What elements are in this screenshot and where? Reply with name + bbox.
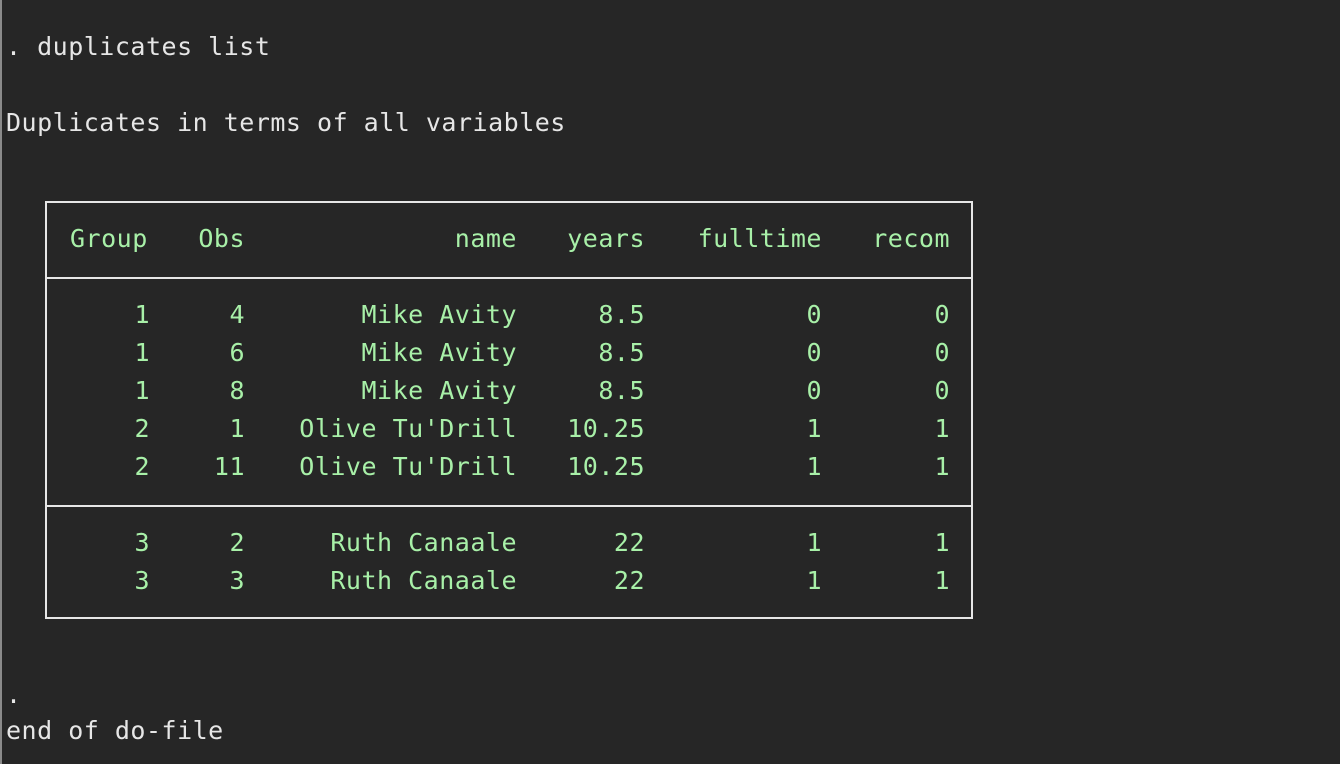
cell-fulltime: 1: [806, 528, 822, 557]
cell-name: Mike Avity: [361, 376, 517, 405]
duplicates-table: Group Obs name years fulltime recom 1 4 …: [45, 201, 973, 619]
cell-group: 2: [134, 414, 150, 443]
header-separator: [47, 277, 971, 279]
cell-name: Olive Tu'Drill: [299, 414, 517, 443]
cell-group: 1: [134, 338, 150, 367]
output-heading: Duplicates in terms of all variables: [6, 108, 566, 137]
cell-obs: 6: [229, 338, 245, 367]
cell-obs: 2: [229, 528, 245, 557]
header-recom: recom: [872, 224, 950, 253]
cell-recom: 1: [934, 566, 950, 595]
cell-fulltime: 0: [806, 338, 822, 367]
cell-group: 2: [134, 452, 150, 481]
cell-group: 1: [134, 376, 150, 405]
cell-obs: 1: [229, 414, 245, 443]
header-fulltime: fulltime: [697, 224, 822, 253]
cell-recom: 1: [934, 528, 950, 557]
cell-years: 10.25: [567, 452, 645, 481]
cell-name: Mike Avity: [361, 300, 517, 329]
cell-obs: 3: [229, 566, 245, 595]
cell-name: Ruth Canaale: [330, 528, 517, 557]
cell-obs: 8: [229, 376, 245, 405]
cell-years: 8.5: [598, 338, 645, 367]
cell-obs: 11: [213, 452, 245, 481]
cell-name: Ruth Canaale: [330, 566, 517, 595]
cell-fulltime: 1: [806, 452, 822, 481]
header-group: Group: [70, 224, 148, 253]
cell-fulltime: 1: [806, 414, 822, 443]
header-obs: Obs: [198, 224, 245, 253]
cell-group: 3: [134, 566, 150, 595]
command-prompt: .: [6, 680, 22, 709]
cell-recom: 1: [934, 452, 950, 481]
console-left-border: [0, 0, 2, 764]
cell-years: 8.5: [598, 376, 645, 405]
cell-group: 3: [134, 528, 150, 557]
cell-years: 8.5: [598, 300, 645, 329]
cell-years: 22: [613, 566, 645, 595]
cell-years: 22: [613, 528, 645, 557]
cell-recom: 0: [934, 338, 950, 367]
cell-group: 1: [134, 300, 150, 329]
cell-fulltime: 0: [806, 376, 822, 405]
cell-name: Mike Avity: [361, 338, 517, 367]
end-of-do-file: end of do-file: [6, 716, 224, 745]
group-separator: [47, 505, 971, 507]
header-name: name: [454, 224, 517, 253]
cell-obs: 4: [229, 300, 245, 329]
cell-fulltime: 0: [806, 300, 822, 329]
cell-recom: 1: [934, 414, 950, 443]
command-line: . duplicates list: [6, 32, 271, 61]
cell-name: Olive Tu'Drill: [299, 452, 517, 481]
cell-recom: 0: [934, 300, 950, 329]
header-years: years: [567, 224, 645, 253]
cell-fulltime: 1: [806, 566, 822, 595]
cell-recom: 0: [934, 376, 950, 405]
cell-years: 10.25: [567, 414, 645, 443]
